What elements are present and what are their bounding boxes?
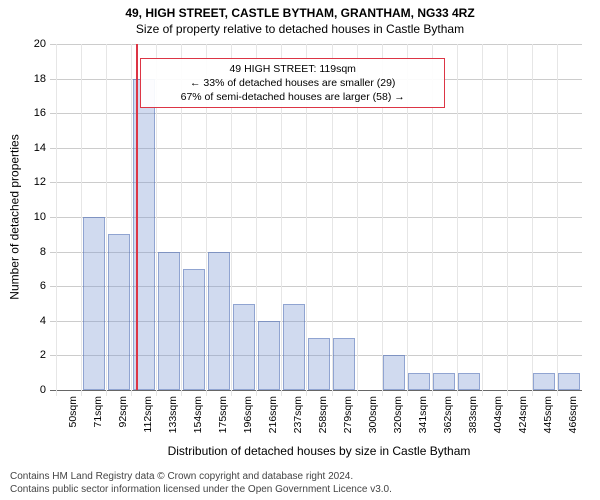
x-tick-label: 279sqm: [334, 390, 354, 433]
histogram-bar: [408, 373, 430, 390]
annotation-line: 67% of semi-detached houses are larger (…: [147, 90, 438, 104]
gridline-v: [507, 44, 508, 396]
title-subtitle: Size of property relative to detached ho…: [0, 20, 600, 40]
x-tick-label: 466sqm: [559, 390, 579, 433]
bar-slot: 71sqm: [81, 44, 106, 390]
y-tick-label: 2: [40, 349, 56, 361]
footer-line-2: Contains public sector information licen…: [10, 483, 590, 496]
y-tick-label: 0: [40, 384, 56, 396]
footer-line-1: Contains HM Land Registry data © Crown c…: [10, 470, 590, 483]
histogram-bar: [383, 355, 405, 390]
gridline-v: [106, 44, 107, 396]
x-tick-label: 320sqm: [384, 390, 404, 433]
x-tick-label: 92sqm: [109, 390, 129, 428]
histogram-bar: [83, 217, 105, 390]
x-tick-label: 50sqm: [59, 390, 79, 428]
histogram-bar: [533, 373, 555, 390]
x-tick-label: 175sqm: [209, 390, 229, 433]
histogram-bar: [558, 373, 580, 390]
y-tick-label: 12: [34, 176, 56, 188]
gridline-v: [131, 44, 132, 396]
x-tick-label: 341sqm: [409, 390, 429, 433]
bar-slot: 383sqm: [457, 44, 482, 390]
y-tick-label: 20: [34, 38, 56, 50]
histogram-bar: [283, 304, 305, 391]
gridline-v: [81, 44, 82, 396]
title-address: 49, HIGH STREET, CASTLE BYTHAM, GRANTHAM…: [0, 0, 600, 20]
x-tick-label: 112sqm: [134, 390, 154, 433]
x-axis-label: Distribution of detached houses by size …: [56, 444, 582, 458]
bar-slot: 50sqm: [56, 44, 81, 390]
x-tick-label: 196sqm: [234, 390, 254, 433]
histogram-bar: [258, 321, 280, 390]
annotation-line: ← 33% of detached houses are smaller (29…: [147, 76, 438, 90]
y-tick-label: 8: [40, 246, 56, 258]
x-tick-label: 424sqm: [509, 390, 529, 433]
histogram-bar: [183, 269, 205, 390]
bar-slot: 466sqm: [557, 44, 582, 390]
y-tick-label: 14: [34, 142, 56, 154]
gridline-v: [457, 44, 458, 396]
x-tick-label: 71sqm: [84, 390, 104, 428]
x-tick-label: 133sqm: [159, 390, 179, 433]
y-axis-label: Number of detached properties: [8, 44, 22, 390]
histogram-bar: [233, 304, 255, 391]
y-tick-label: 10: [34, 211, 56, 223]
x-tick-label: 258sqm: [309, 390, 329, 433]
histogram-bar: [158, 252, 180, 390]
histogram-bar: [108, 234, 130, 390]
x-tick-label: 445sqm: [534, 390, 554, 433]
histogram-bar: [333, 338, 355, 390]
histogram-bar: [208, 252, 230, 390]
bar-slot: 424sqm: [507, 44, 532, 390]
annotation-line: 49 HIGH STREET: 119sqm: [147, 62, 438, 76]
annotation-callout: 49 HIGH STREET: 119sqm← 33% of detached …: [140, 58, 445, 109]
x-tick-label: 237sqm: [284, 390, 304, 433]
histogram-bar: [433, 373, 455, 390]
chart-container: 49, HIGH STREET, CASTLE BYTHAM, GRANTHAM…: [0, 0, 600, 500]
bar-slot: 404sqm: [482, 44, 507, 390]
histogram-bar: [308, 338, 330, 390]
gridline-v: [557, 44, 558, 396]
x-tick-label: 216sqm: [259, 390, 279, 433]
histogram-bar: [458, 373, 480, 390]
bar-slot: 92sqm: [106, 44, 131, 390]
gridline-v: [56, 44, 57, 396]
gridline-v: [532, 44, 533, 396]
gridline-v: [482, 44, 483, 396]
x-tick-label: 300sqm: [359, 390, 379, 433]
subject-marker-line: [136, 44, 138, 390]
y-tick-label: 4: [40, 315, 56, 327]
x-tick-label: 383sqm: [459, 390, 479, 433]
plot-area: 0246810121416182050sqm71sqm92sqm112sqm13…: [56, 44, 582, 390]
x-tick-label: 154sqm: [184, 390, 204, 433]
y-tick-label: 6: [40, 280, 56, 292]
y-tick-label: 18: [34, 73, 56, 85]
y-tick-label: 16: [34, 107, 56, 119]
x-tick-label: 404sqm: [484, 390, 504, 433]
bar-slot: 445sqm: [532, 44, 557, 390]
attribution-footer: Contains HM Land Registry data © Crown c…: [10, 470, 590, 496]
x-tick-label: 362sqm: [434, 390, 454, 433]
